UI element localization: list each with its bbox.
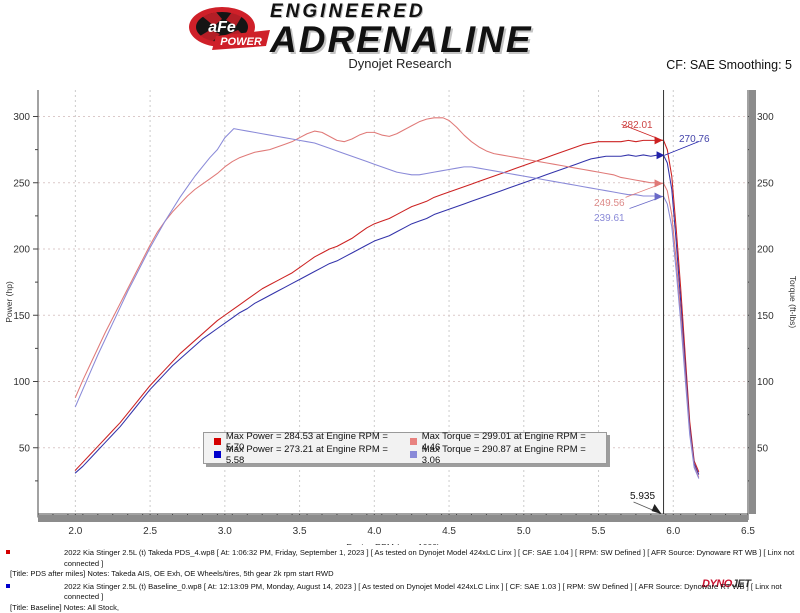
svg-text:6.5: 6.5	[741, 526, 755, 537]
svg-text:50: 50	[19, 443, 31, 454]
afe-logo-power-text: POWER	[220, 36, 262, 48]
svg-text:®: ®	[260, 13, 265, 20]
svg-text:250: 250	[13, 178, 30, 189]
footer-run-info: 2022 Kia Stinger 2.5L (t) Takeda PDS_4.w…	[4, 548, 800, 569]
svg-text:250: 250	[757, 178, 774, 189]
data-series	[75, 118, 698, 478]
svg-text:100: 100	[13, 377, 30, 388]
footer-run-notes: [Title: PDS after miles] Notes: Takeda A…	[4, 569, 800, 580]
svg-text:2.0: 2.0	[68, 526, 82, 537]
svg-text:6.0: 6.0	[666, 526, 680, 537]
svg-text:300: 300	[13, 112, 30, 123]
footer-run-info: 2022 Kia Stinger 2.5L (t) Baseline_0.wp8…	[4, 582, 800, 603]
svg-text:Power (hp): Power (hp)	[4, 281, 14, 323]
annotation-torque-red: 249.56	[594, 198, 625, 209]
svg-text:200: 200	[13, 245, 30, 256]
svg-text:Torque (ft-lbs): Torque (ft-lbs)	[788, 276, 798, 329]
svg-text:5.5: 5.5	[592, 526, 606, 537]
svg-text:150: 150	[13, 311, 30, 322]
annotation-cursor-rpm: 5.935	[630, 491, 655, 502]
chart-footer: 2022 Kia Stinger 2.5L (t) Takeda PDS_4.w…	[0, 548, 800, 600]
svg-text:5.0: 5.0	[517, 526, 531, 537]
legend-row: Max Power = 273.21 at Engine RPM = 5.58 …	[208, 448, 602, 461]
legend-swatch-power-blue	[214, 451, 221, 458]
legend-label-torque-blue: Max Torque = 290.87 at Engine RPM = 3.06	[422, 444, 600, 466]
svg-text:3.0: 3.0	[218, 526, 232, 537]
chart-plot-area: 50 100 150 200 250 300 50 100 150 200 250 300 2.0 2.5…	[0, 80, 800, 545]
legend-swatch-torque-blue	[410, 451, 417, 458]
chart-legend: Max Power = 284.53 at Engine RPM = 5.70 …	[203, 432, 607, 464]
afe-power-logo: aFe ® POWER	[186, 6, 270, 52]
footer-entry: 2022 Kia Stinger 2.5L (t) Takeda PDS_4.w…	[0, 548, 800, 580]
svg-text:50: 50	[757, 443, 769, 454]
footer-run-notes: [Title: Baseline] Notes: All Stock,	[4, 603, 800, 613]
footer-bullet-red	[6, 550, 10, 554]
svg-text:300: 300	[757, 112, 774, 123]
footer-bullet-blue	[6, 584, 10, 588]
legend-item-power-blue: Max Power = 273.21 at Engine RPM = 5.58	[208, 444, 404, 466]
svg-text:4.0: 4.0	[367, 526, 381, 537]
svg-text:Engine RPM (rpmx1000): Engine RPM (rpmx1000)	[346, 542, 440, 545]
annotation-power-blue: 270.76	[679, 134, 710, 145]
dyno-chart: 50 100 150 200 250 300 50 100 150 200 250 300 2.0 2.5…	[0, 80, 800, 545]
annotation-torque-blue: 239.61	[594, 213, 625, 224]
cf-smoothing-label: CF: SAE Smoothing: 5	[666, 58, 792, 72]
svg-text:3.5: 3.5	[293, 526, 307, 537]
adrenaline-title-block: ENGINEERED ADRENALINE	[270, 2, 610, 54]
svg-text:2.5: 2.5	[143, 526, 157, 537]
afe-logo-text: aFe	[208, 19, 236, 36]
page-header: aFe ® POWER ENGINEERED ADRENALINE Dynoje…	[0, 0, 800, 78]
annotation-power-red: 282.01	[622, 120, 653, 131]
svg-text:150: 150	[757, 311, 774, 322]
svg-text:4.5: 4.5	[442, 526, 456, 537]
adrenaline-text: ADRENALINE	[270, 22, 610, 58]
legend-label-power-blue: Max Power = 273.21 at Engine RPM = 5.58	[226, 444, 404, 466]
svg-text:100: 100	[757, 377, 774, 388]
svg-text:200: 200	[757, 245, 774, 256]
legend-item-torque-blue: Max Torque = 290.87 at Engine RPM = 3.06	[404, 444, 600, 466]
footer-entry: 2022 Kia Stinger 2.5L (t) Baseline_0.wp8…	[0, 582, 800, 613]
tick-labels: 50 100 150 200 250 300 50 100 150 200 250 300 2.0 2.5…	[4, 112, 798, 545]
